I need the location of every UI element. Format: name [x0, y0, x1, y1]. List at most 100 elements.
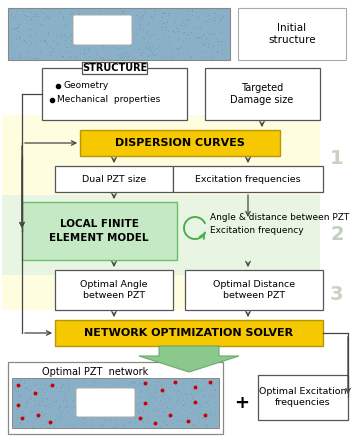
Point: [139, 419, 144, 426]
Point: [71, 377, 76, 385]
Point: [99, 420, 105, 427]
Point: [92, 392, 98, 400]
Point: [163, 397, 168, 404]
Point: [16, 33, 22, 40]
Point: [149, 400, 155, 408]
Point: [164, 403, 170, 410]
Point: [47, 391, 53, 398]
Point: [57, 32, 62, 39]
Point: [15, 23, 21, 30]
Point: [194, 410, 200, 417]
Point: [200, 376, 206, 383]
Point: [101, 16, 107, 23]
Point: [99, 409, 105, 416]
Point: [168, 381, 174, 389]
Point: [120, 11, 126, 18]
Point: [77, 24, 83, 31]
Point: [114, 22, 120, 29]
Point: [189, 8, 195, 15]
Point: [198, 385, 203, 392]
Point: [171, 387, 177, 394]
Point: [167, 38, 173, 45]
Point: [159, 24, 165, 31]
Point: [118, 408, 124, 415]
Point: [185, 413, 190, 420]
Point: [195, 33, 201, 40]
Point: [140, 406, 146, 413]
Polygon shape: [139, 346, 239, 372]
Point: [65, 402, 70, 409]
Point: [53, 396, 59, 404]
Bar: [80, 130, 280, 156]
Point: [143, 30, 149, 37]
Point: [198, 409, 203, 416]
Point: [27, 52, 33, 59]
Point: [17, 420, 23, 427]
Point: [161, 417, 167, 424]
Point: [15, 28, 21, 35]
Point: [65, 48, 71, 55]
Point: [147, 392, 153, 399]
Point: [219, 49, 225, 56]
Point: [152, 8, 158, 15]
Point: [114, 420, 120, 427]
Point: [94, 414, 100, 421]
Point: [76, 408, 82, 415]
Point: [222, 42, 228, 50]
Point: [190, 399, 196, 406]
Point: [13, 35, 18, 42]
Point: [130, 380, 136, 387]
Point: [162, 396, 167, 403]
Point: [90, 407, 95, 414]
Point: [106, 10, 112, 17]
Point: [13, 388, 18, 395]
Point: [112, 422, 118, 429]
Point: [70, 19, 75, 27]
Point: [182, 20, 188, 27]
Point: [120, 20, 125, 27]
Point: [79, 36, 85, 43]
Point: [15, 422, 21, 429]
Point: [118, 405, 123, 412]
Point: [173, 389, 179, 396]
Point: [44, 386, 50, 393]
Point: [132, 392, 137, 399]
Point: [201, 386, 206, 393]
Point: [91, 20, 97, 27]
Point: [79, 419, 84, 427]
Point: [28, 32, 33, 39]
Point: [160, 389, 166, 396]
Point: [174, 381, 179, 389]
Point: [69, 29, 75, 36]
Point: [40, 411, 46, 418]
Point: [211, 418, 217, 425]
Point: [188, 52, 193, 59]
Point: [213, 34, 218, 42]
Point: [196, 24, 202, 31]
Point: [203, 399, 208, 406]
Point: [66, 422, 72, 429]
Point: [124, 380, 130, 387]
Point: [162, 34, 167, 41]
Point: [172, 29, 178, 36]
Point: [21, 379, 27, 386]
Point: [202, 30, 207, 37]
Point: [58, 414, 64, 421]
Point: [97, 415, 102, 422]
Point: [162, 407, 167, 414]
Point: [166, 384, 172, 391]
Point: [89, 377, 95, 384]
Point: [45, 29, 51, 36]
Point: [96, 18, 102, 25]
Point: [201, 31, 206, 38]
Point: [132, 405, 138, 412]
Point: [47, 407, 53, 414]
Point: [130, 382, 136, 389]
Point: [190, 407, 196, 414]
Bar: [42, 68, 187, 120]
Point: [146, 46, 152, 53]
Point: [37, 402, 43, 409]
Point: [205, 12, 211, 19]
Point: [180, 401, 186, 408]
Point: [172, 404, 178, 411]
